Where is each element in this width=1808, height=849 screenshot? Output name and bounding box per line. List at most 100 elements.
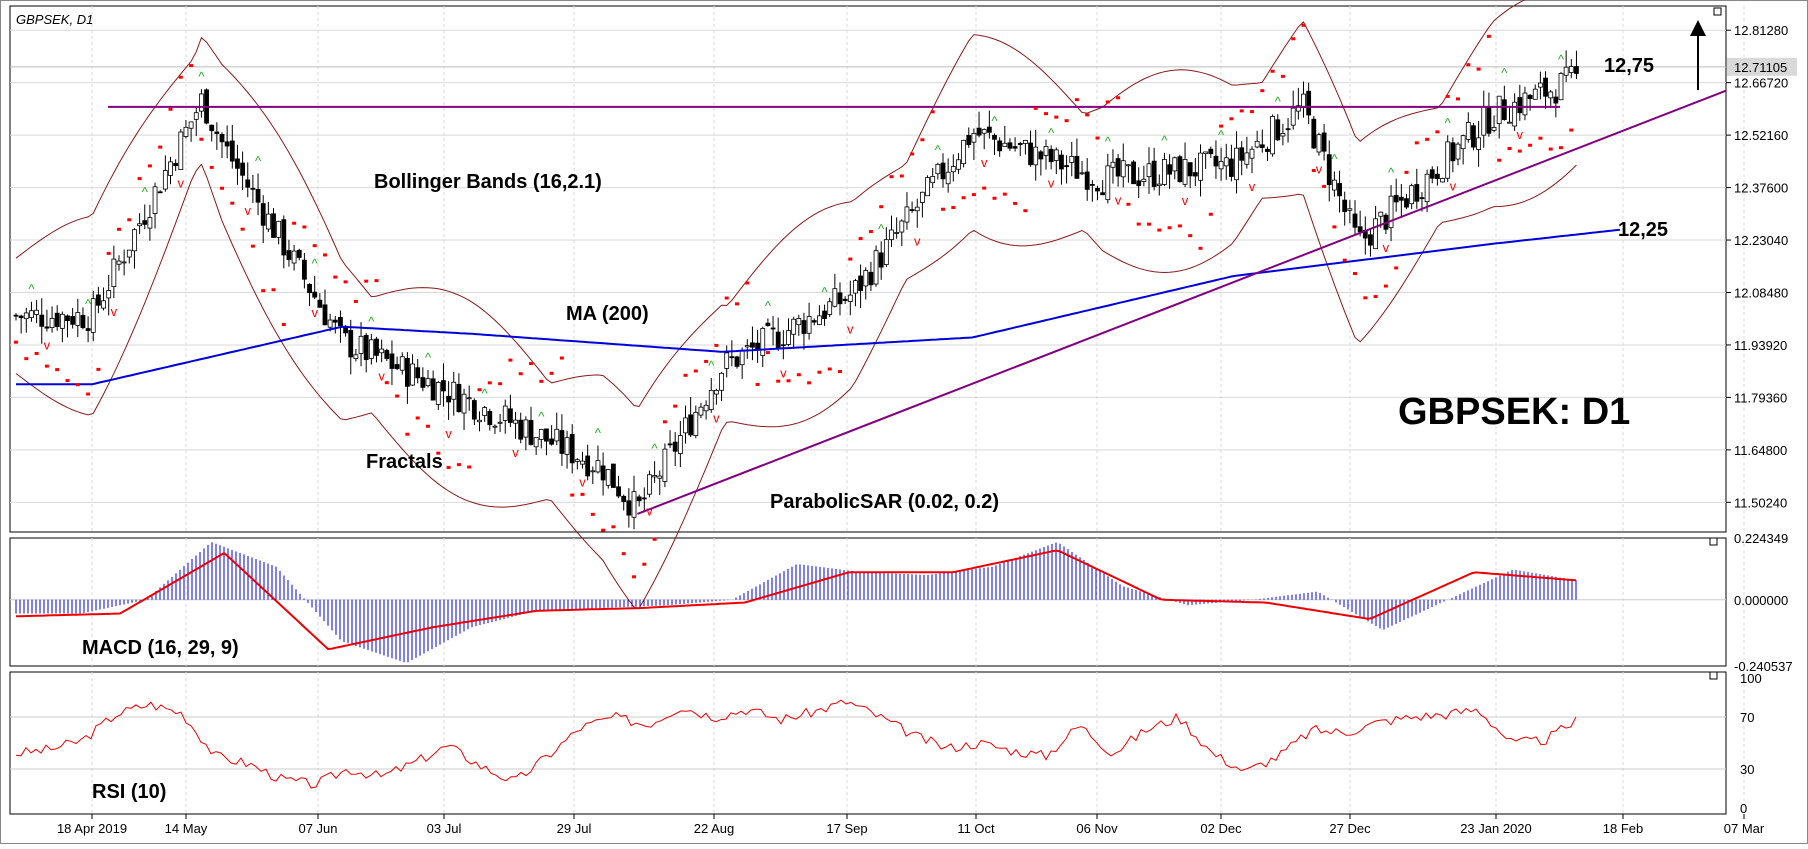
fractal-up: ^ (482, 386, 489, 401)
candle-body (693, 411, 699, 436)
candle-body (688, 414, 694, 436)
sar-dot (570, 493, 575, 497)
candle-body (358, 335, 364, 354)
candle-body (379, 348, 385, 354)
candle-body (492, 425, 498, 428)
candle-body (13, 314, 19, 317)
fractal-up: ^ (821, 285, 828, 300)
candle-body (1409, 185, 1415, 205)
sar-dot (65, 379, 70, 383)
fractal-down: v (245, 203, 252, 218)
fractal-up: ^ (538, 409, 545, 424)
sar-dot (879, 205, 884, 209)
candle-body (595, 460, 601, 473)
sar-dot (827, 367, 832, 371)
candle-body (1332, 179, 1337, 191)
candle-body (178, 131, 184, 171)
candle-body (1501, 99, 1507, 120)
sar-dot (384, 381, 389, 385)
candle-body (456, 383, 462, 413)
candle-body (1120, 160, 1126, 178)
candle-body (544, 428, 549, 442)
candle-body (1337, 183, 1342, 197)
candle-body (631, 491, 637, 518)
candle-body (322, 304, 328, 326)
sar-dot (858, 237, 863, 241)
fractal-up: ^ (991, 113, 998, 128)
candle-body (1079, 172, 1085, 175)
candle-body (1249, 148, 1255, 159)
candle-body (1373, 218, 1378, 250)
sar-dot (971, 193, 976, 197)
sar-dot (1002, 192, 1007, 196)
sar-dot (1353, 272, 1357, 276)
candle-body (1512, 101, 1518, 127)
candle-body (559, 430, 565, 454)
macd-tick-label: 0.224349 (1734, 531, 1788, 546)
candle-body (296, 249, 302, 258)
candle-body (528, 420, 534, 445)
sar-dot (1425, 137, 1430, 141)
candle-body (925, 177, 930, 197)
sar-dot (673, 404, 678, 408)
candle-body (1419, 197, 1425, 200)
sar-dot (1064, 119, 1069, 123)
sar-dot (518, 372, 523, 376)
fractal-up: ^ (708, 358, 715, 373)
candle-body (168, 161, 173, 176)
candle-body (384, 349, 390, 359)
fractal-up: ^ (1331, 152, 1338, 167)
candle-body (703, 404, 709, 412)
fractal-down: v (1316, 162, 1323, 177)
candle-body (198, 93, 204, 112)
candle-body (1368, 234, 1373, 246)
candle-body (1038, 151, 1044, 160)
candle-body (1543, 77, 1548, 97)
candle-body (1275, 119, 1281, 141)
candle-body (1404, 198, 1409, 208)
sar-dot (147, 164, 152, 168)
candle-body (482, 407, 488, 416)
fractal-up: ^ (255, 154, 262, 169)
candle-body (1156, 183, 1162, 187)
fractal-up: ^ (1558, 52, 1565, 67)
candle-body (183, 126, 189, 137)
time-tick-label: 18 Apr 2019 (57, 821, 127, 836)
candle-body (374, 338, 379, 356)
fractal-up: ^ (878, 221, 885, 236)
candle-body (1491, 127, 1497, 131)
candle-body (1445, 141, 1451, 179)
sar-dot (1332, 225, 1337, 229)
sar-dot (724, 296, 729, 300)
sar-dot (487, 381, 492, 385)
candle-body (250, 187, 256, 190)
candle-body (209, 124, 215, 132)
fractal-up: ^ (368, 314, 375, 329)
sar-dot (1023, 209, 1028, 213)
fractal-up: ^ (935, 143, 942, 158)
sar-dot (415, 416, 420, 420)
sar-dot (1497, 158, 1502, 162)
sar-dot (333, 275, 338, 279)
candle-body (312, 291, 318, 298)
candle-body (101, 300, 106, 309)
bollinger-label: Bollinger Bands (16,2.1) (374, 171, 602, 193)
time-tick-label: 03 Jul (427, 821, 462, 836)
candle-body (1285, 128, 1291, 131)
candle-body (281, 219, 287, 256)
sar-dot (240, 227, 245, 231)
fractal-up: ^ (1161, 133, 1168, 148)
candle-body (971, 132, 977, 143)
candle-body (1100, 192, 1106, 196)
sar-dot (1414, 141, 1419, 145)
candle-body (90, 298, 96, 333)
sar-dot (220, 186, 224, 190)
candle-body (1167, 164, 1172, 175)
candle-body (75, 312, 81, 326)
candle-body (240, 162, 246, 176)
sar-dot (745, 281, 750, 285)
candle-body (1301, 93, 1306, 108)
candle-body (899, 220, 905, 233)
candle-body (1033, 146, 1039, 166)
price-tick-label: 12.08480 (1734, 285, 1788, 300)
